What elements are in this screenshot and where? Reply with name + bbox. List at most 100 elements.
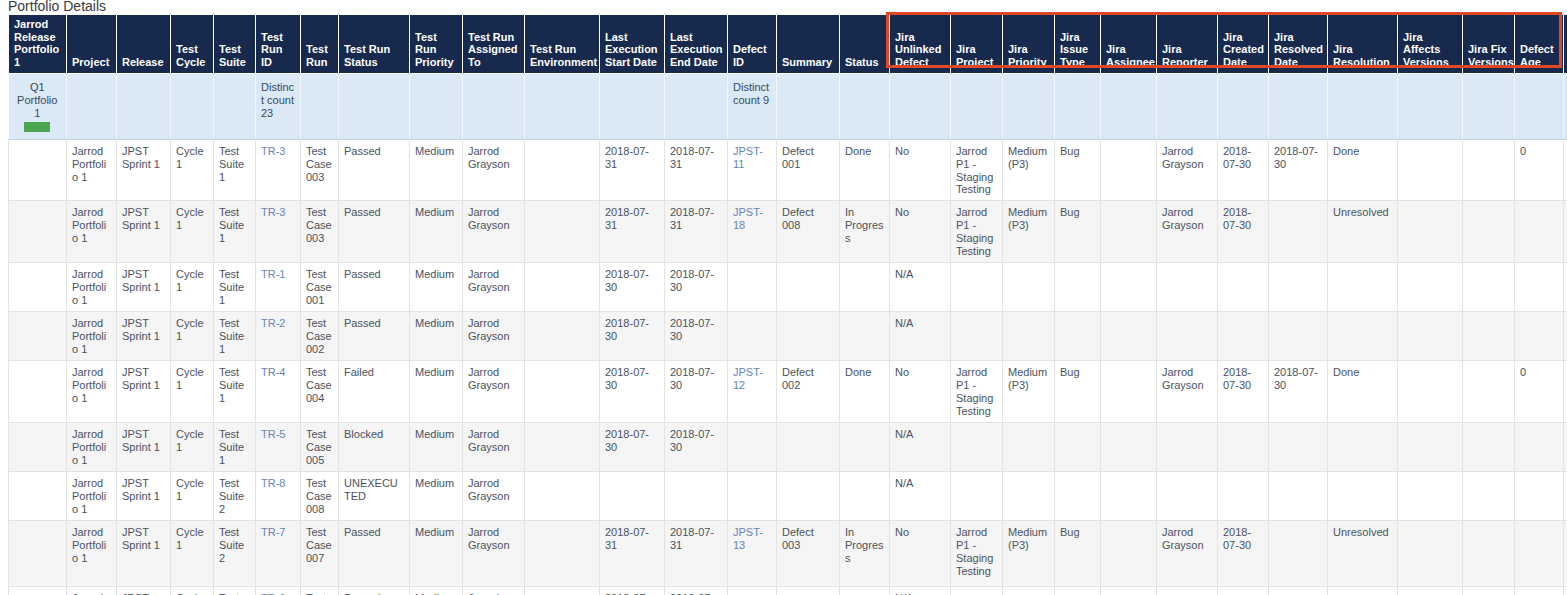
cell-jira_affects_versions bbox=[1398, 312, 1463, 361]
cell-test_run_environment bbox=[525, 312, 600, 361]
subtotal-cell-jira_priority bbox=[1003, 73, 1055, 139]
col-header-status: Status bbox=[840, 15, 890, 74]
cell-jira_fix_versions bbox=[1463, 361, 1515, 423]
cell-jira_project bbox=[951, 263, 1003, 312]
test-run-link[interactable]: TR-3 bbox=[261, 206, 285, 218]
subtotal-cell-jira_fix_versions bbox=[1463, 73, 1515, 139]
subtotal-cell-release bbox=[117, 73, 171, 139]
test-run-link[interactable]: TR-4 bbox=[261, 366, 285, 378]
portfolio-progress-bar bbox=[24, 122, 50, 132]
test-run-link[interactable]: TR-8 bbox=[261, 477, 285, 489]
cell-status bbox=[840, 423, 890, 472]
cell-test_run: Test Case 002 bbox=[301, 312, 339, 361]
subtotal-cell-status bbox=[840, 73, 890, 139]
subtotal-cell-jira_affects_versions bbox=[1398, 73, 1463, 139]
cell-test_run_id: TR-6 bbox=[256, 586, 301, 595]
cell-jira_unlinked_defect: N/A bbox=[890, 263, 951, 312]
test-run-link[interactable]: TR-2 bbox=[261, 317, 285, 329]
col-header-jira_priority: Jira Priority bbox=[1003, 15, 1055, 74]
test-run-link[interactable]: TR-3 bbox=[261, 145, 285, 157]
cell-project: Jarrod Portfolio 1 bbox=[67, 520, 117, 586]
subtotal-cell-test_suite bbox=[214, 73, 256, 139]
cell-status bbox=[840, 263, 890, 312]
defect-link[interactable]: JPST-13 bbox=[733, 526, 763, 551]
cell-jira_resolved_date bbox=[1269, 423, 1328, 472]
cell-summary bbox=[777, 312, 840, 361]
cell-test_run_id: TR-8 bbox=[256, 471, 301, 520]
cell-jira_priority bbox=[1003, 312, 1055, 361]
col-header-jira_created_date: Jira Created Date bbox=[1218, 15, 1269, 74]
cell-test_run_assigned_to: Jarrod Grayson bbox=[463, 586, 525, 595]
cell-jira_unlinked_defect: N/A bbox=[890, 312, 951, 361]
col-header-last_execution_end_date: Last Execution End Date bbox=[665, 15, 728, 74]
cell-portfolio bbox=[9, 471, 67, 520]
cell-test_run_assigned_to: Jarrod Grayson bbox=[463, 423, 525, 472]
cell-jira_resolved_date bbox=[1269, 201, 1328, 263]
defect-link[interactable]: JPST-12 bbox=[733, 366, 763, 391]
cell-test_cycle: Cycle 1 bbox=[171, 139, 214, 201]
cell-test_run_assigned_to: Jarrod Grayson bbox=[463, 263, 525, 312]
cell-jira_unlinked_defect: N/A bbox=[890, 471, 951, 520]
cell-defect_id bbox=[728, 263, 777, 312]
cell-jira_project bbox=[951, 471, 1003, 520]
cell-test_run_assigned_to: Jarrod Grayson bbox=[463, 520, 525, 586]
col-header-test_run_status: Test Run Status bbox=[339, 15, 410, 74]
col-header-summary: Summary bbox=[777, 15, 840, 74]
cell-extra bbox=[1564, 471, 1567, 520]
cell-test_run: Test Case 008 bbox=[301, 471, 339, 520]
test-run-link[interactable]: TR-1 bbox=[261, 268, 285, 280]
cell-project: Jarrod Portfolio 1 bbox=[67, 586, 117, 595]
cell-jira_resolved_date bbox=[1269, 520, 1328, 586]
cell-test_suite: Test Suite 1 bbox=[214, 263, 256, 312]
cell-test_suite: Test Suite 1 bbox=[214, 312, 256, 361]
portfolio-details-table: Jarrod Release Portfolio 1ProjectRelease… bbox=[8, 14, 1567, 595]
cell-jira_priority bbox=[1003, 586, 1055, 595]
cell-jira_created_date: 2018-07-30 bbox=[1218, 520, 1269, 586]
cell-jira_created_date: 2018-07-30 bbox=[1218, 139, 1269, 201]
cell-last_execution_start_date: 2018-07-30 bbox=[600, 263, 665, 312]
cell-last_execution_start_date: 2018-07-31 bbox=[600, 139, 665, 201]
col-header-test_cycle: Test Cycle bbox=[171, 15, 214, 74]
cell-jira_created_date bbox=[1218, 471, 1269, 520]
defect-link[interactable]: JPST-18 bbox=[733, 206, 763, 231]
subtotal-cell-jira_resolution bbox=[1328, 73, 1398, 139]
cell-defect_id bbox=[728, 423, 777, 472]
cell-jira_reporter bbox=[1157, 471, 1218, 520]
cell-release: JPST Sprint 1 bbox=[117, 361, 171, 423]
table-row: Jarrod Portfolio 1JPST Sprint 1Cycle 1Te… bbox=[9, 586, 1567, 595]
test-run-link[interactable]: TR-5 bbox=[261, 428, 285, 440]
cell-jira_fix_versions bbox=[1463, 201, 1515, 263]
cell-test_run_status: Failed bbox=[339, 361, 410, 423]
cell-jira_created_date bbox=[1218, 423, 1269, 472]
subtotal-cell-test_cycle bbox=[171, 73, 214, 139]
cell-defect_age bbox=[1515, 423, 1564, 472]
cell-last_execution_start_date: 2018-07-31 bbox=[600, 520, 665, 586]
cell-jira_reporter: Jarrod Grayson bbox=[1157, 520, 1218, 586]
col-header-test_run_id: Test Run ID bbox=[256, 15, 301, 74]
cell-jira_unlinked_defect: No bbox=[890, 139, 951, 201]
cell-test_run_id: TR-7 bbox=[256, 520, 301, 586]
cell-extra bbox=[1564, 139, 1567, 201]
cell-jira_issue_type: Bug bbox=[1055, 201, 1101, 263]
cell-project: Jarrod Portfolio 1 bbox=[67, 361, 117, 423]
col-header-last_execution_start_date: Last Execution Start Date bbox=[600, 15, 665, 74]
cell-jira_project bbox=[951, 423, 1003, 472]
cell-summary bbox=[777, 586, 840, 595]
cell-last_execution_start_date: 2018-07-30 bbox=[600, 361, 665, 423]
col-header-jira_unlinked_defect: Jira Unlinked Defect bbox=[890, 15, 951, 74]
subtotal-cell-test_run_status bbox=[339, 73, 410, 139]
cell-defect_id bbox=[728, 312, 777, 361]
col-header-portfolio: Jarrod Release Portfolio 1 bbox=[9, 15, 67, 74]
cell-jira_assignee bbox=[1101, 586, 1157, 595]
cell-test_run_priority: Medium bbox=[410, 520, 463, 586]
cell-jira_resolved_date bbox=[1269, 263, 1328, 312]
cell-test_suite: Test Suite 1 bbox=[214, 139, 256, 201]
subtotal-cell-portfolio: Q1 Portfolio 1 bbox=[9, 73, 67, 139]
cell-status: Done bbox=[840, 361, 890, 423]
test-run-link[interactable]: TR-7 bbox=[261, 526, 285, 538]
cell-jira_fix_versions bbox=[1463, 520, 1515, 586]
cell-status bbox=[840, 471, 890, 520]
defect-link[interactable]: JPST-11 bbox=[733, 145, 763, 170]
cell-last_execution_end_date: 2018-07-31 bbox=[665, 201, 728, 263]
cell-jira_priority: Medium (P3) bbox=[1003, 520, 1055, 586]
